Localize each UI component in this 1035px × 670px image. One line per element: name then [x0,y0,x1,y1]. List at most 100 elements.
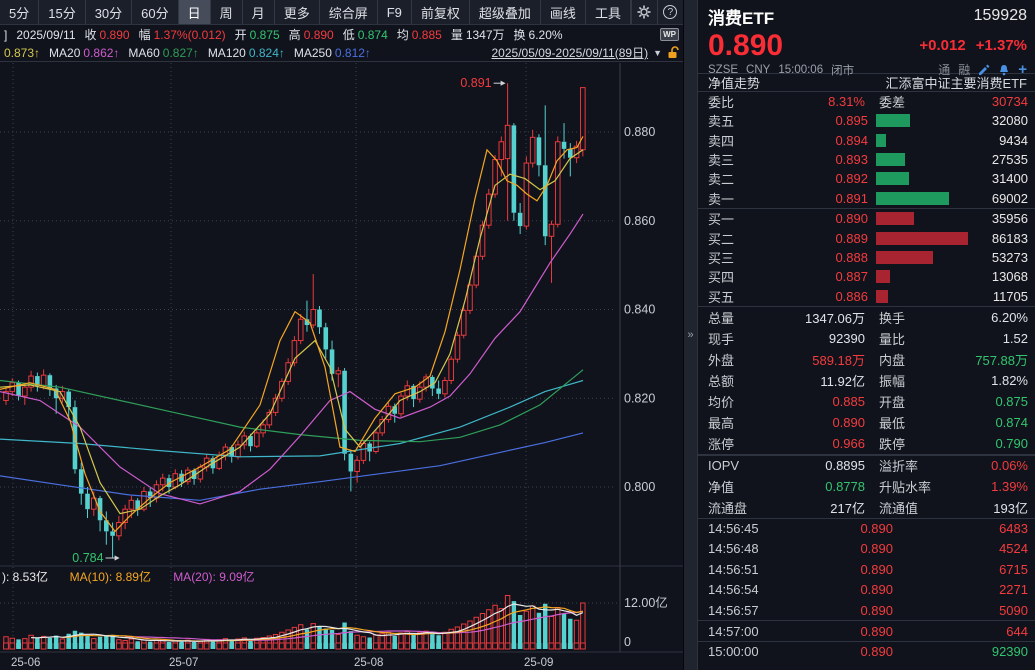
edit-pencil-icon[interactable] [978,64,990,76]
settings-gear-icon[interactable] [630,0,657,24]
tab-更多[interactable]: 更多 [275,0,320,24]
stat-label: 跌停 [879,436,906,452]
field-开: 开 0.875 [235,26,280,43]
ob-bar-zone: 27535 [876,152,1028,167]
stat-row-净值: 净值 0.8778 升贴水率 1.39% [698,476,1035,497]
svg-text:25-06: 25-06 [11,657,40,669]
stat-label: 均价 [708,394,735,410]
tool-工具[interactable]: 工具 [586,0,631,24]
stat-row-最高: 最高 0.890 最低 0.874 [698,412,1035,433]
nav-row[interactable]: 净值走势 汇添富中证主要消费ETF [698,74,1035,92]
field-value: 0.874 [357,27,388,42]
tick-price: 0.890 [860,582,893,598]
security-code: 159928 [973,7,1027,24]
candlestick-chart[interactable]: 0.880 0.860 0.840 0.820 0.800 25-06 25-07 25-08… [0,63,683,670]
tab-30分[interactable]: 30分 [86,0,133,24]
ob-quantity: 35956 [991,211,1028,227]
ma-item-MA20: MA20 0.862↑ [49,46,119,60]
tab-周[interactable]: 周 [211,0,243,24]
ob-level-label: 买一 [708,212,735,228]
chevron-down-icon[interactable]: ▼ [653,47,662,58]
stat-label: 外盘 [708,352,735,368]
tick-time: 14:56:48 [708,541,759,557]
tab-15分[interactable]: 15分 [39,0,86,24]
stat-value: 217亿 [830,500,865,516]
stat-label: 现手 [708,331,735,347]
ob-price: 0.891 [835,190,868,206]
field-value: 0.875 [249,27,280,42]
unlock-icon[interactable] [667,46,679,59]
price-change: +0.012 [919,37,966,54]
svg-text:25-09: 25-09 [524,657,553,669]
ob-quantity: 32080 [991,113,1028,129]
collapse-chevrons-icon: » [687,329,694,341]
ob-depth-bar [876,191,950,205]
field-value: 0.885 [411,27,442,42]
tool-超级叠加[interactable]: 超级叠加 [470,0,541,24]
tool-F9[interactable]: F9 [378,0,412,24]
stat-value: 1.39% [991,478,1028,494]
stat-row-总额: 总额 11.92亿 振幅 1.82% [698,370,1035,391]
field-label: 均 [396,28,409,42]
ob-price: 0.893 [835,151,868,167]
stat-value: 193亿 [993,500,1028,516]
field-label: 开 [234,28,247,42]
tick-time: 14:56:57 [708,602,759,618]
tool-前复权[interactable]: 前复权 [412,0,470,24]
tool-画线[interactable]: 画线 [541,0,586,24]
ob-depth-bar [876,231,968,245]
tick-price: 0.890 [860,623,893,639]
field-label: 收 [84,28,97,42]
field-label: 幅 [138,28,151,42]
tick-quantity: 644 [1006,623,1028,639]
stat-value: 0.890 [832,414,865,430]
wp-badge-icon[interactable]: WP [660,28,679,41]
committee-row: 委比 8.31% 委差 30734 [698,92,1035,111]
panel-collapse-handle[interactable]: » [683,0,697,670]
stat-label: 内盘 [879,352,906,368]
security-name: 消费ETF [708,8,775,28]
tick-row[interactable]: 14:56:45 0.890 6483 [698,517,1035,539]
tab-日[interactable]: 日 [178,0,211,24]
alert-bell-icon[interactable] [998,64,1010,76]
ob-bar-zone: 69002 [876,191,1028,206]
tick-row[interactable]: 15:00:00 0.890 92390 [698,640,1035,662]
stat-value: 589.18万 [812,352,865,368]
ob-level-label: 买五 [708,289,735,305]
order-book-row-买四: 买四 0.887 13068 [698,267,1035,286]
ob-quantity: 9434 [999,132,1028,148]
ob-price: 0.890 [835,211,868,227]
tool-综合屏[interactable]: 综合屏 [320,0,378,24]
stat-row-外盘: 外盘 589.18万 内盘 757.88万 [698,349,1035,370]
ob-depth-bar [876,152,906,166]
stat-label: 总量 [708,310,735,326]
tick-row[interactable]: 14:57:00 0.890 644 [698,620,1035,641]
date-range-link[interactable]: 2025/05/09-2025/09/11(89日) [491,46,649,60]
field-value: 1347万 [465,28,505,42]
ob-price: 0.886 [835,288,868,304]
tick-trade-list[interactable]: 14:56:45 0.890 6483 14:56:48 0.890 4524 14:56:… [698,517,1035,662]
ob-depth-bar [876,114,911,128]
margin-badge-rong: 融 [958,63,971,77]
svg-text:12.00亿: 12.00亿 [624,595,668,610]
ma-item-MA250: MA250 0.812↑ [294,46,371,60]
tab-月[interactable]: 月 [243,0,275,24]
stat-row-IOPV: IOPV 0.8895 溢折率 0.06% [698,454,1035,476]
tab-5分[interactable]: 5分 [0,0,40,24]
svg-text:0.784: 0.784 [72,551,103,565]
ma-item-first: 0.873↑ [4,46,40,60]
tick-row[interactable]: 14:56:51 0.890 6715 [698,559,1035,580]
order-book-row-卖三: 卖三 0.893 27535 [698,150,1035,169]
svg-text:MA(10): 8.89亿: MA(10): 8.89亿 [70,569,151,584]
tick-row[interactable]: 14:56:54 0.890 2271 [698,579,1035,600]
help-icon[interactable]: ? [656,0,683,24]
stat-label: 量比 [879,331,906,347]
nav-trend-label[interactable]: 净值走势 [708,76,761,91]
add-to-watchlist-icon[interactable]: + [1018,60,1027,78]
tick-row[interactable]: 14:56:57 0.890 5090 [698,600,1035,621]
tick-price: 0.890 [860,521,893,537]
tick-row[interactable]: 14:56:48 0.890 4524 [698,538,1035,559]
ob-level-label: 买二 [708,231,735,247]
tab-60分[interactable]: 60分 [132,0,179,24]
